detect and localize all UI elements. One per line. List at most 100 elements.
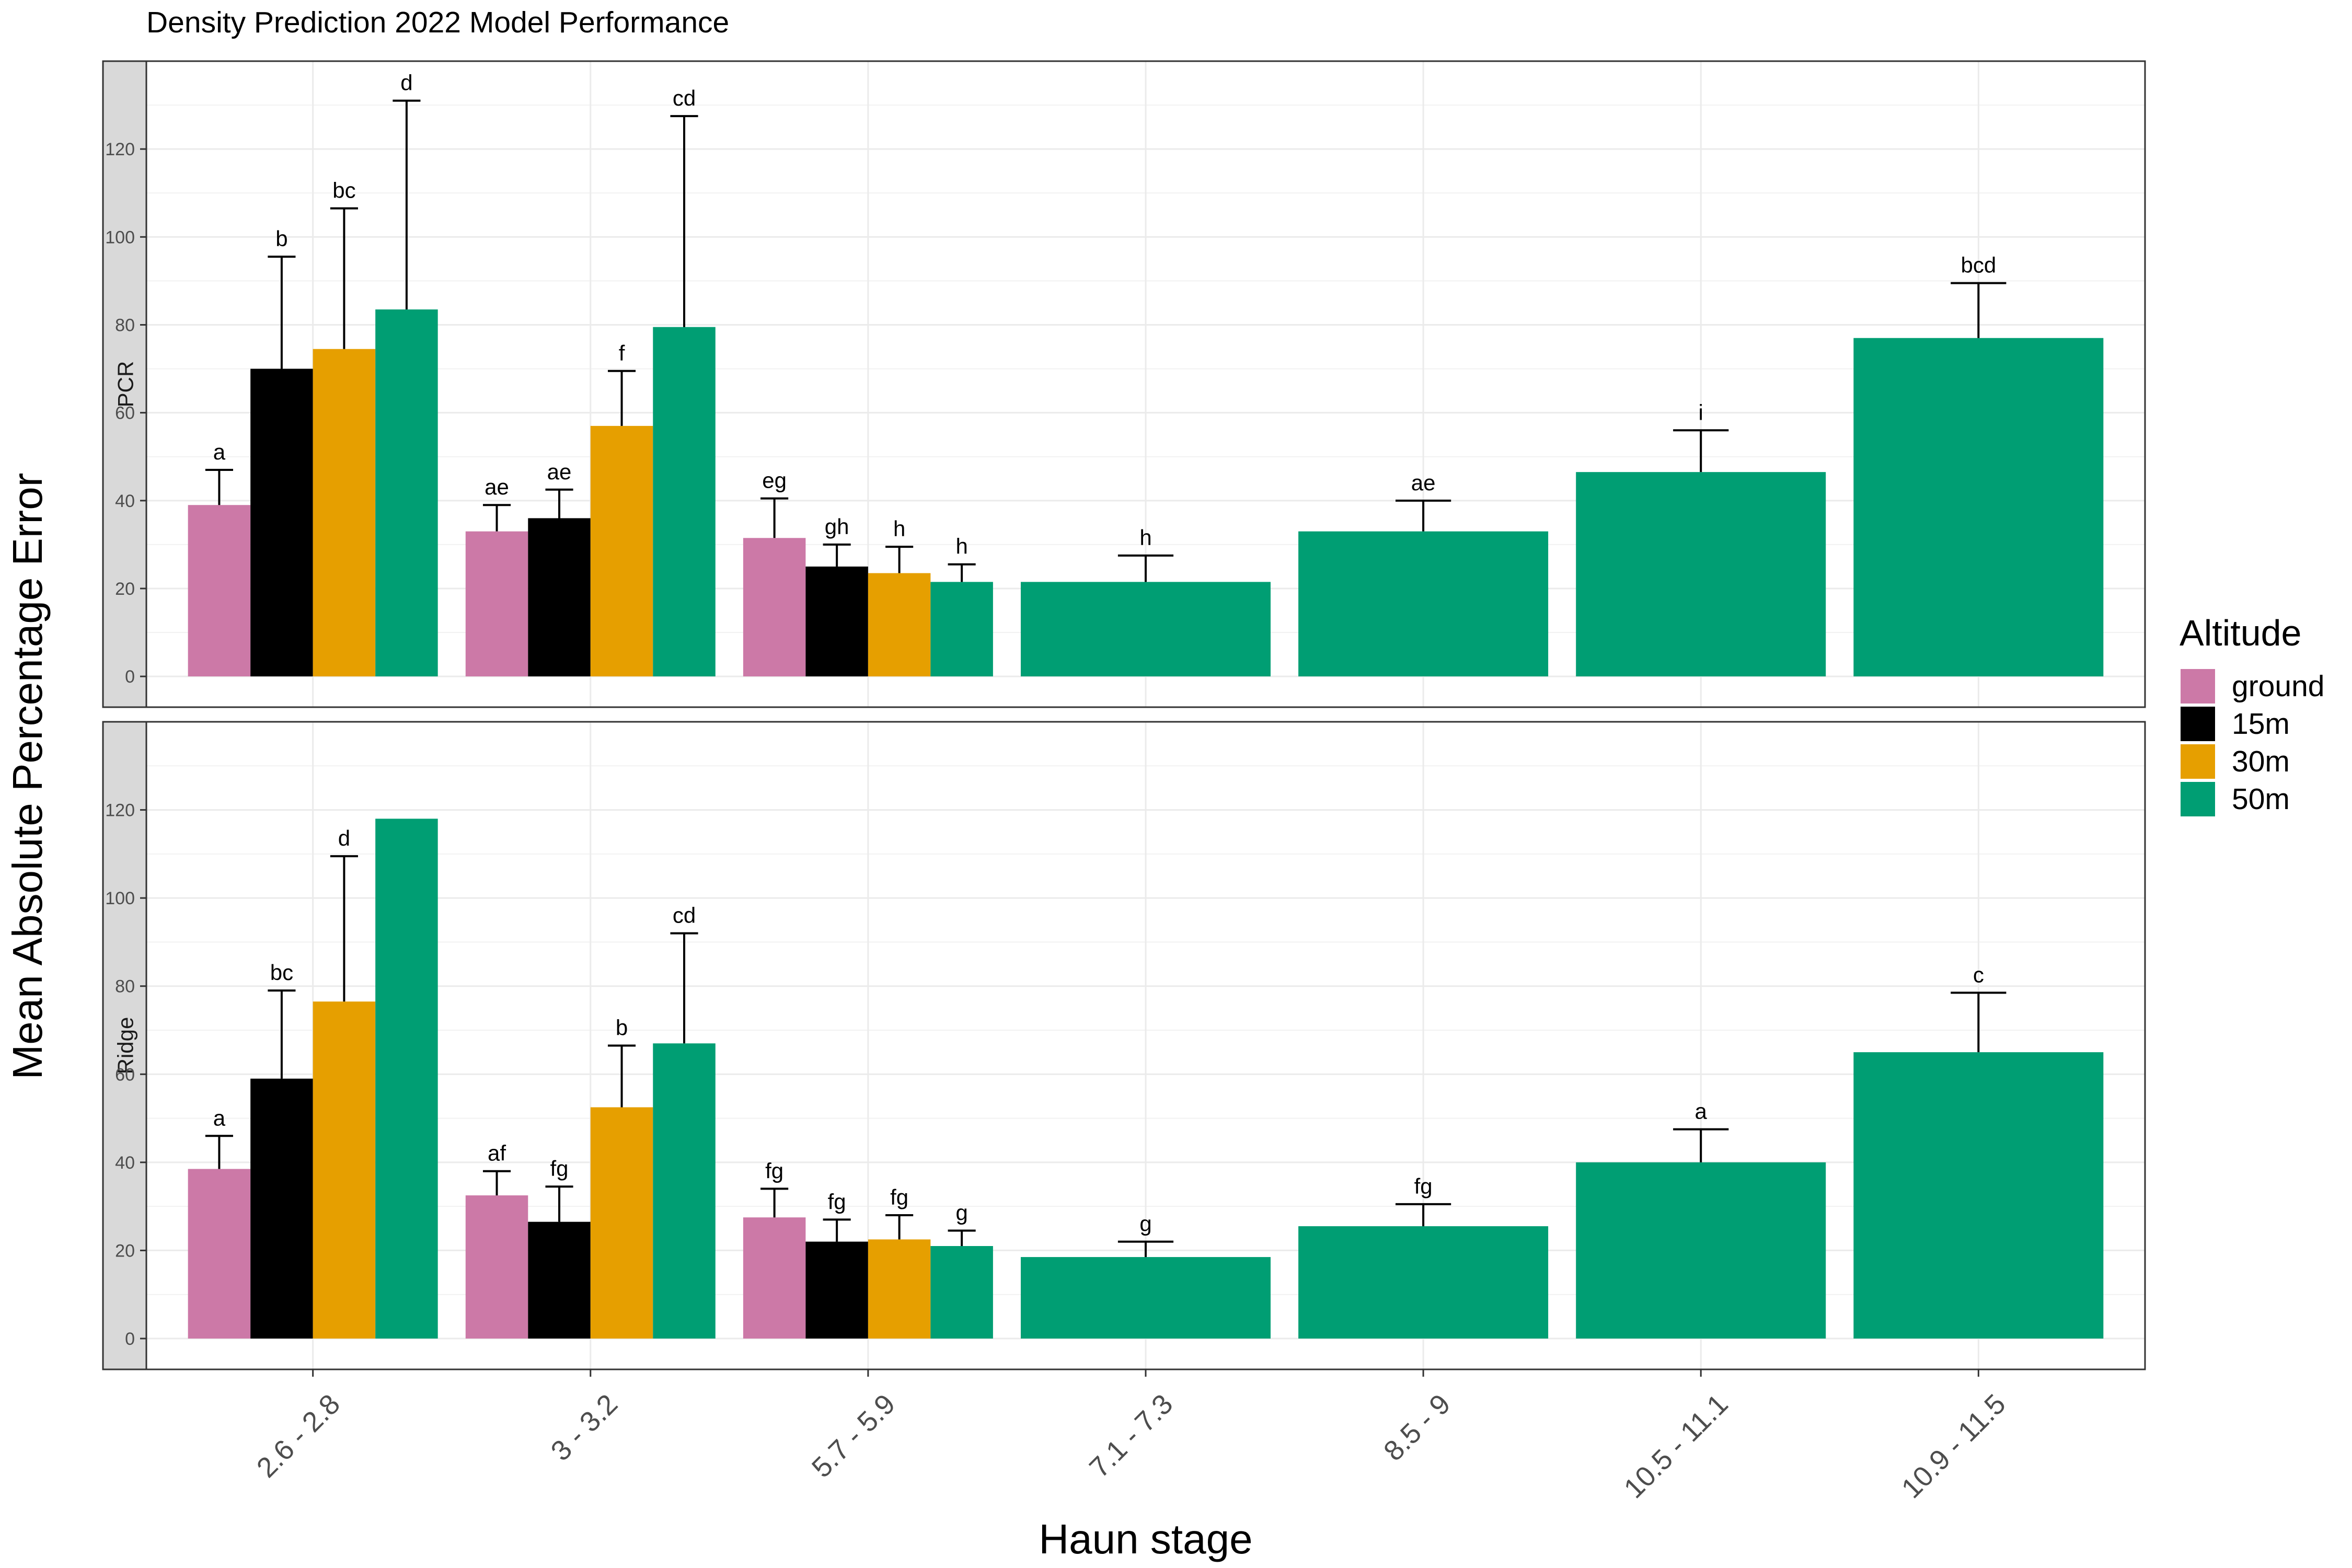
y-tick-label: 60	[115, 403, 135, 423]
significance-letter: d	[400, 71, 412, 95]
bar-50m	[930, 582, 993, 677]
facet-strip	[102, 60, 147, 708]
bar-15m	[528, 518, 591, 677]
y-tick-label: 100	[105, 889, 135, 908]
bar-group: bcd	[1853, 253, 2104, 677]
x-tick-label: 10.5 - 11.1	[1618, 1388, 1734, 1504]
bar-15m	[250, 1078, 313, 1339]
bar-50m	[1021, 582, 1271, 677]
bar-group: g	[1021, 1212, 1271, 1339]
y-tick-label: 80	[115, 315, 135, 335]
bar-50m	[1298, 531, 1549, 677]
bar-group: af fg b cd	[465, 903, 716, 1339]
significance-letter: g	[1139, 1212, 1151, 1236]
x-tick-label: 2.6 - 2.8	[251, 1388, 347, 1484]
y-tick-label: 20	[115, 579, 135, 599]
bar-group: h	[1021, 525, 1271, 677]
y-tick-label: 120	[105, 801, 135, 821]
x-tick-label: 5.7 - 5.9	[806, 1388, 902, 1484]
x-tick-label: 7.1 - 7.3	[1083, 1388, 1179, 1484]
significance-letter: h	[955, 534, 967, 559]
legend-label-50m: 50m	[2232, 782, 2290, 816]
bar-ground	[188, 1169, 251, 1339]
bar-50m	[375, 818, 438, 1339]
y-tick-label: 40	[115, 1153, 135, 1173]
bar-group: fg fg fg g	[743, 1158, 993, 1339]
bar-group: a	[1576, 1099, 1826, 1339]
legend-label-15m: 15m	[2232, 707, 2290, 741]
y-tick-label: 120	[105, 140, 135, 159]
significance-letter: c	[1973, 962, 1984, 987]
bar-ground	[188, 505, 251, 677]
bar-group: a bc d	[188, 818, 438, 1339]
significance-letter: b	[616, 1016, 628, 1040]
legend-title: Altitude	[2180, 613, 2301, 653]
x-tick-label: 8.5 - 9	[1378, 1388, 1457, 1467]
legend: Altitude ground 15m 30m 50m	[2180, 613, 2325, 816]
significance-letter: ae	[1411, 470, 1436, 495]
significance-letter: cd	[673, 903, 696, 928]
significance-letter: ae	[485, 475, 509, 499]
bar-group: i	[1576, 400, 1826, 677]
significance-letter: a	[213, 440, 226, 464]
y-axis-title: Mean Absolute Percentage Error	[4, 473, 51, 1080]
y-tick-label: 40	[115, 491, 135, 511]
bar-15m	[805, 566, 868, 677]
significance-letter: af	[488, 1141, 506, 1166]
significance-letter: a	[213, 1105, 226, 1130]
significance-letter: bc	[270, 960, 293, 985]
x-axis-title: Haun stage	[1039, 1516, 1252, 1562]
bar-group: a b bc d	[188, 71, 438, 677]
y-tick-label: 100	[105, 227, 135, 247]
y-tick-label: 0	[125, 667, 135, 687]
legend-swatch-15m	[2181, 707, 2215, 741]
bar-30m	[590, 425, 653, 677]
significance-letter: d	[338, 826, 350, 850]
significance-letter: i	[1699, 400, 1703, 424]
bar-ground	[743, 538, 806, 677]
bar-50m	[653, 327, 716, 677]
chart-title: Density Prediction 2022 Model Performanc…	[146, 6, 729, 39]
significance-letter: ae	[547, 459, 572, 484]
bar-30m	[868, 1239, 931, 1339]
bar-50m	[653, 1043, 716, 1339]
bar-group: ae ae f cd	[465, 86, 716, 677]
legend-swatch-ground	[2181, 669, 2215, 704]
significance-letter: b	[275, 226, 287, 251]
legend-swatch-50m	[2181, 782, 2215, 816]
facet-strip	[102, 721, 147, 1370]
bar-group: ae	[1298, 470, 1549, 677]
significance-letter: h	[1139, 525, 1151, 550]
bar-50m	[1853, 338, 2104, 677]
y-tick-label: 20	[115, 1241, 135, 1261]
significance-letter: fg	[1414, 1174, 1433, 1198]
bar-30m	[313, 349, 376, 677]
bar-15m	[805, 1241, 868, 1339]
legend-label-ground: ground	[2232, 670, 2325, 703]
bar-30m	[313, 1001, 376, 1339]
y-tick-label: 60	[115, 1065, 135, 1085]
bar-50m	[1576, 472, 1826, 677]
significance-letter: cd	[673, 86, 696, 110]
bar-ground	[465, 1195, 528, 1339]
significance-letter: fg	[765, 1158, 783, 1183]
significance-letter: gh	[825, 514, 849, 539]
x-tick-label: 10.9 - 11.5	[1896, 1388, 2012, 1504]
bar-group: c	[1853, 962, 2104, 1339]
bar-ground	[743, 1217, 806, 1339]
bar-15m	[528, 1221, 591, 1339]
bar-30m	[590, 1107, 653, 1339]
bar-50m	[1021, 1257, 1271, 1339]
facet-strip-label: Ridge	[113, 1017, 138, 1075]
bar-50m	[375, 309, 438, 677]
bar-group: fg	[1298, 1174, 1549, 1339]
facet-strip-label: PCR	[113, 361, 138, 408]
significance-letter: fg	[550, 1156, 569, 1181]
bar-50m	[930, 1246, 993, 1339]
significance-letter: fg	[828, 1189, 846, 1214]
y-tick-label: 80	[115, 977, 135, 997]
